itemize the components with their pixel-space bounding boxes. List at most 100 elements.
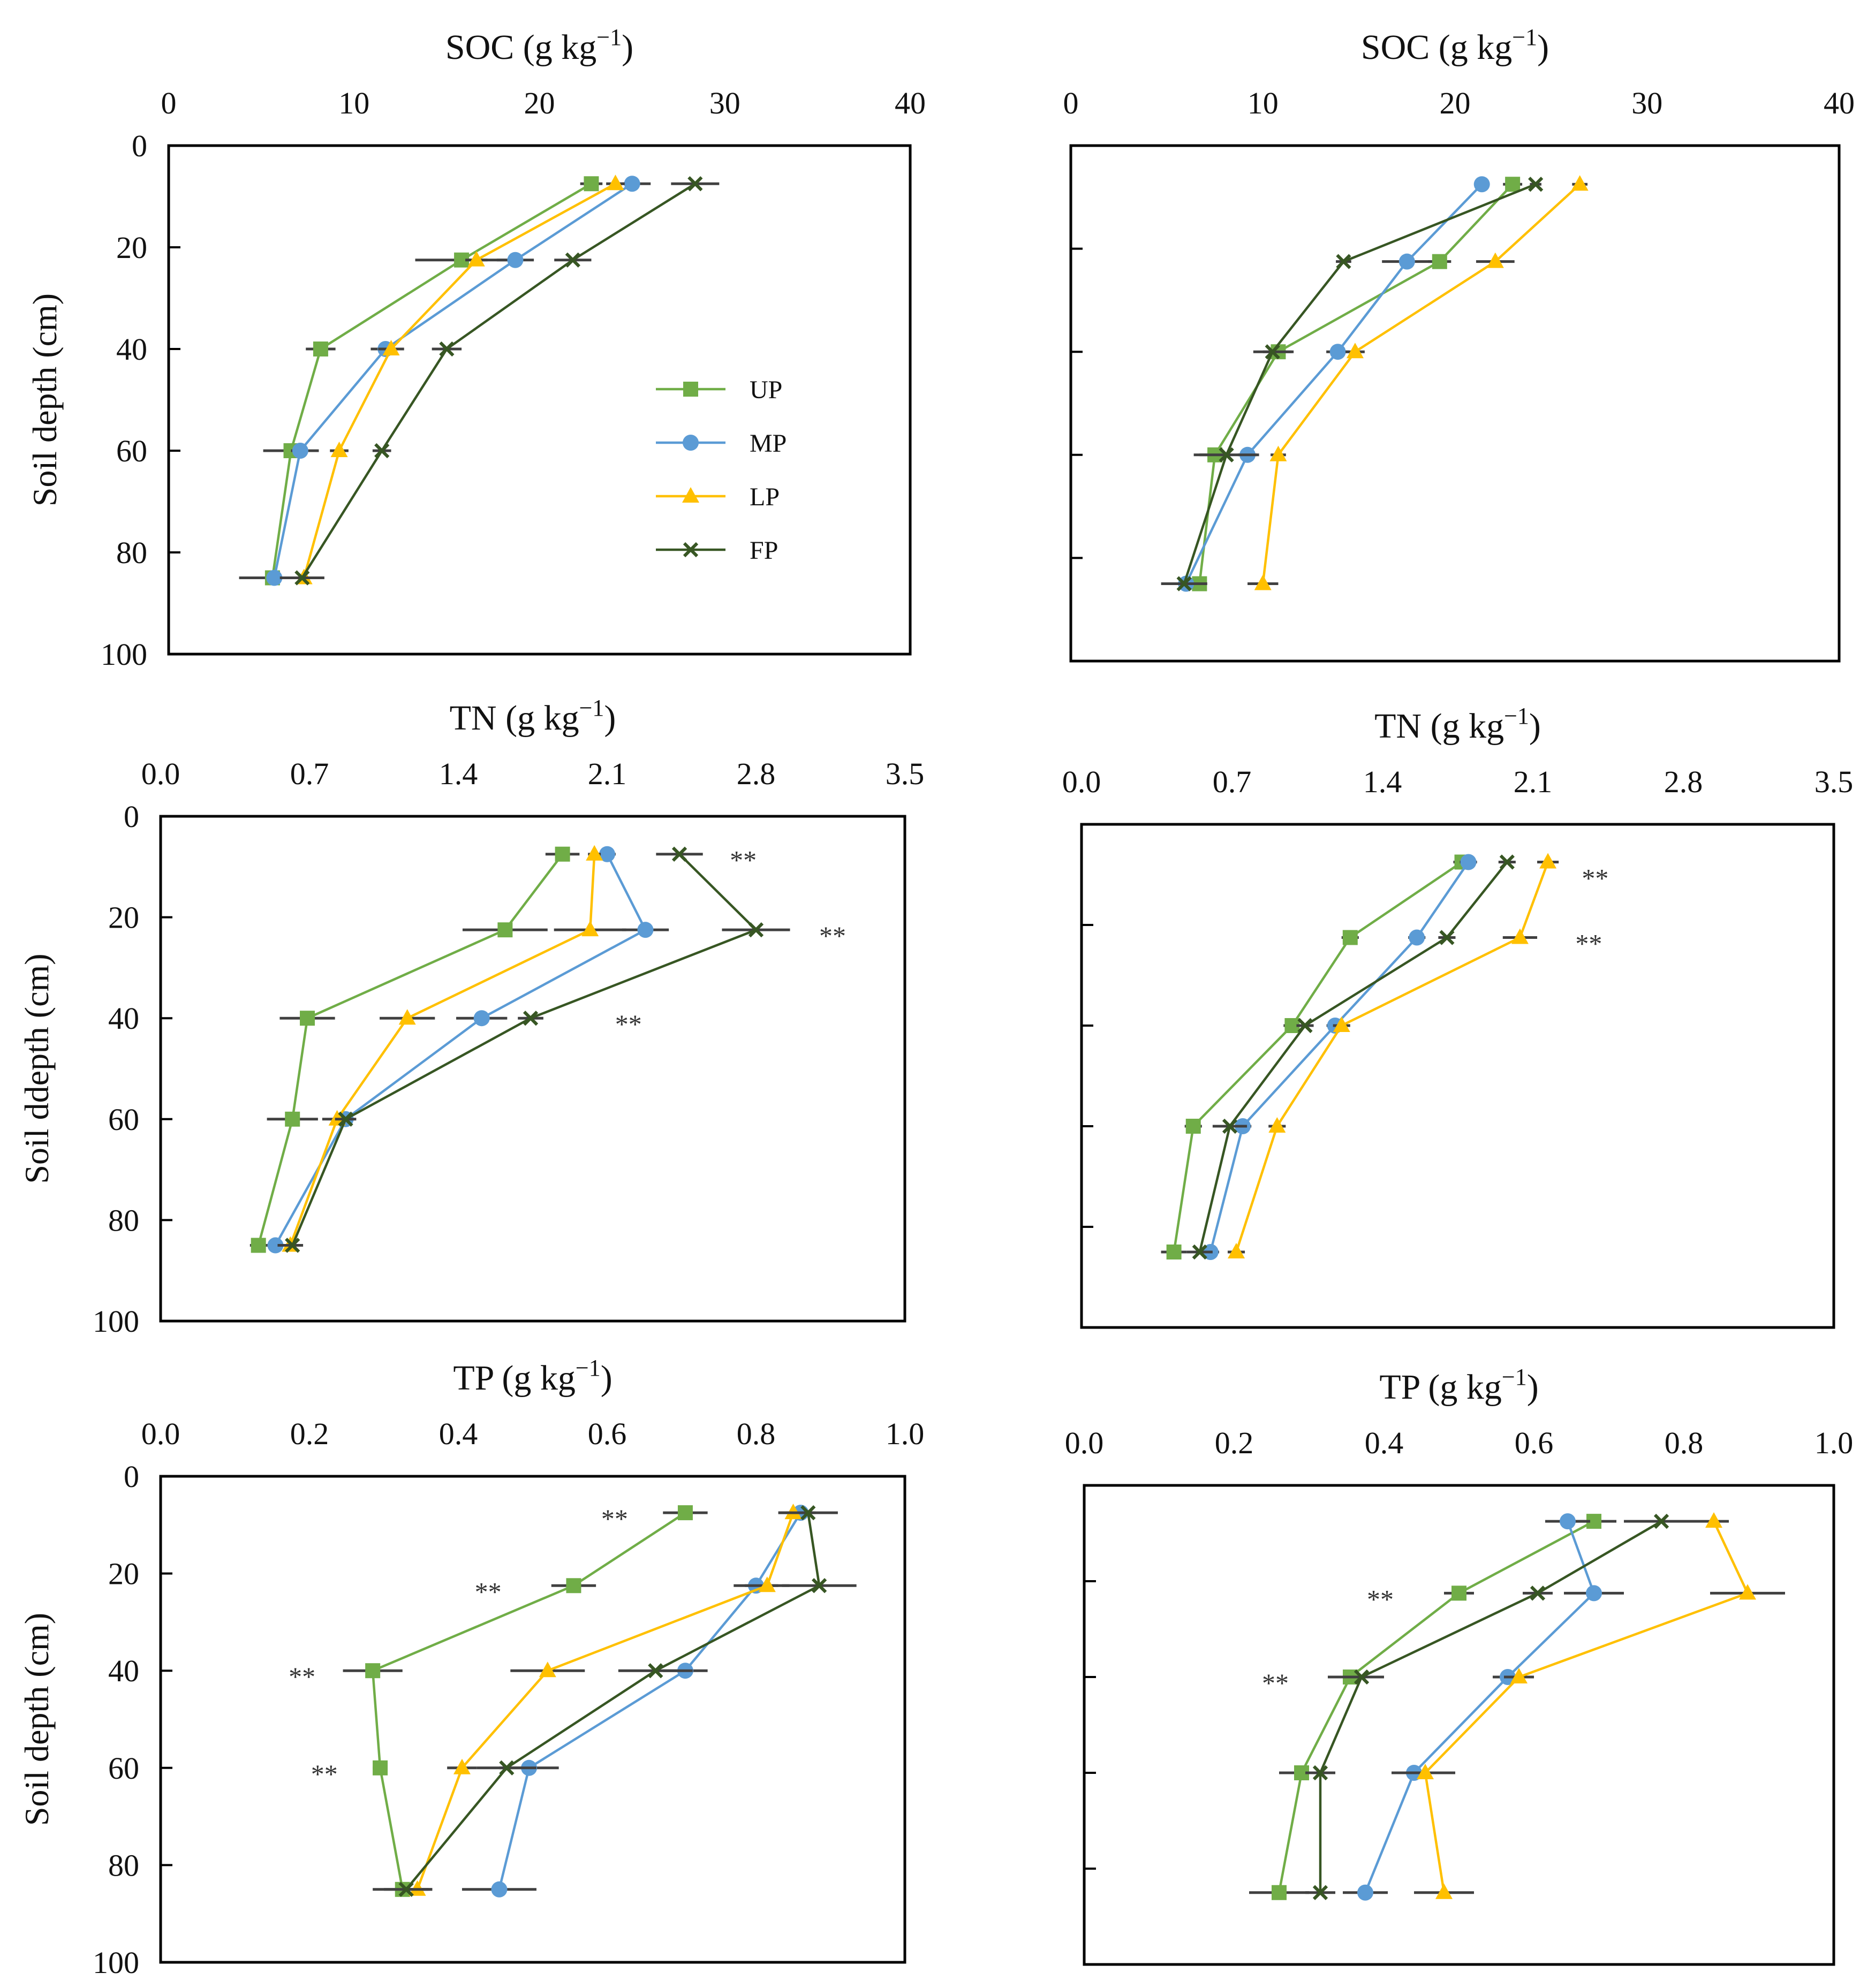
x-tick-label: 30 [709, 86, 740, 120]
legend-label: FP [750, 536, 778, 565]
significance-marker: ** [1262, 1668, 1289, 1698]
data-point [294, 570, 310, 586]
chart-title: SOC (g kg−1) [445, 24, 633, 67]
data-point [758, 1576, 776, 1592]
data-point [1511, 928, 1529, 944]
series-LP [1248, 175, 1589, 590]
data-point [1185, 1119, 1201, 1134]
significance-marker: ** [601, 1504, 628, 1534]
y-tick-label: 40 [108, 1653, 139, 1688]
series-FP [1186, 854, 1516, 1260]
data-point [292, 443, 308, 459]
data-point [1505, 177, 1521, 192]
data-point [1539, 853, 1557, 869]
x-tick-label: 0.6 [1515, 1425, 1554, 1460]
data-point [1297, 1018, 1313, 1034]
data-point [687, 176, 703, 192]
x-tick-label: 0.4 [1365, 1425, 1404, 1460]
x-tick-label: 10 [1248, 86, 1279, 120]
data-point [497, 922, 513, 938]
data-point [539, 1661, 556, 1678]
chart-title: TN (g kg−1) [450, 695, 616, 738]
data-point [1705, 1512, 1722, 1528]
series-FP [284, 846, 790, 1253]
data-point [1166, 1245, 1182, 1259]
data-point [491, 1881, 508, 1898]
significance-marker: ** [1575, 929, 1602, 959]
y-tick-label: 60 [108, 1751, 139, 1786]
legend-item-MP: MP [656, 429, 787, 458]
y-tick-label: 20 [108, 900, 139, 935]
plot-frame [1069, 144, 1841, 663]
data-point [1176, 576, 1192, 591]
y-tick-label: 80 [108, 1203, 139, 1238]
data-point [398, 1881, 414, 1897]
legend-label: MP [750, 429, 787, 458]
data-point [1192, 1244, 1207, 1260]
data-point [748, 922, 764, 938]
y-tick-label: 0 [124, 1459, 139, 1494]
data-point [586, 845, 603, 861]
data-point [1265, 344, 1280, 360]
x-tick-label: 0.6 [588, 1416, 627, 1451]
significance-marker: ** [730, 845, 757, 875]
data-point [1439, 930, 1455, 945]
y-axis-label: Soil depth (cm) [26, 293, 64, 506]
x-tick-label: 1.0 [886, 1416, 925, 1451]
data-point [1346, 343, 1364, 359]
x-tick-label: 0.0 [1065, 1425, 1104, 1460]
data-point [1268, 1117, 1286, 1133]
data-point [671, 846, 687, 862]
series-UP [250, 846, 580, 1253]
data-point [1460, 854, 1477, 870]
x-tick-label: 3.5 [1814, 764, 1854, 799]
x-tick-label: 2.8 [737, 756, 776, 791]
x-tick-label: 0.8 [1665, 1425, 1704, 1460]
chart-panel-top-left: 0 10 20 30 40 0 20 40 60 80 100 SOC (g kg−1) Soil de… [26, 24, 926, 672]
legend: UP MP LP FP [656, 376, 787, 565]
data-point [1586, 1585, 1602, 1602]
series-FP [1305, 1514, 1699, 1900]
legend-marker [683, 542, 699, 558]
chart-title: TN (g kg−1) [1374, 703, 1541, 746]
data-point [677, 1505, 693, 1521]
data-point [1333, 1016, 1350, 1032]
data-point [607, 174, 624, 191]
data-point [1312, 1765, 1328, 1781]
y-tick-label: 80 [108, 1848, 139, 1883]
plot-frame [1080, 823, 1835, 1329]
data-point [374, 443, 390, 459]
y-axis-label: Soil depth (cm) [18, 1613, 56, 1826]
y-tick-label: 60 [116, 434, 147, 468]
chart-panel-top-right: 0 10 20 30 40 SOC (g kg−1) [1063, 24, 1855, 663]
series-LP [1227, 853, 1559, 1258]
data-point [1432, 254, 1447, 269]
data-point [637, 922, 654, 938]
data-point [251, 1238, 266, 1253]
data-point [1336, 254, 1351, 269]
data-point [1560, 1513, 1576, 1530]
x-tick-label: 0.2 [1215, 1425, 1254, 1460]
x-tick-label: 2.1 [588, 756, 627, 791]
chart-title: SOC (g kg−1) [1361, 24, 1549, 67]
data-point [1342, 930, 1358, 945]
x-tick-label: 2.8 [1664, 764, 1703, 799]
y-tick-label: 60 [108, 1102, 139, 1137]
legend-item-LP: LP [656, 483, 780, 511]
legend-marker [683, 435, 699, 451]
data-point [624, 176, 640, 192]
series-LP [294, 174, 625, 585]
x-tick-label: 1.4 [1363, 764, 1402, 799]
data-point [398, 1009, 416, 1025]
data-point [266, 570, 283, 586]
data-point [499, 1760, 515, 1775]
y-tick-label: 40 [116, 332, 147, 367]
data-point [1312, 1885, 1328, 1900]
x-tick-label: 0.7 [290, 756, 329, 791]
data-point [1222, 1118, 1238, 1134]
data-point [1435, 1883, 1453, 1899]
data-point [1219, 447, 1234, 462]
plot-frame [167, 144, 912, 656]
data-point [1499, 854, 1515, 870]
x-tick-label: 0.2 [290, 1416, 329, 1451]
